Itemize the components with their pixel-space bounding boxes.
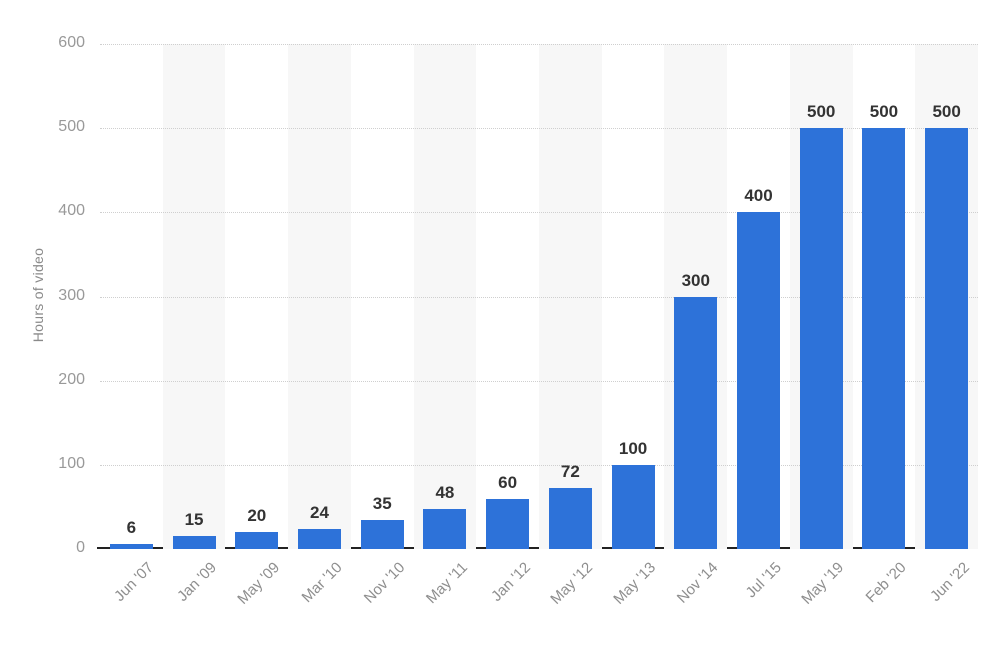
y-tick-label: 500 [58, 118, 85, 136]
x-tick-label: May '11 [422, 559, 471, 608]
x-tick-label: Mar '10 [298, 559, 346, 607]
bar [862, 128, 906, 549]
bar-value-label: 72 [560, 462, 580, 482]
x-tick-label: May '12 [547, 559, 597, 608]
y-tick-label: 400 [58, 202, 85, 220]
x-tick-label: Jan '12 [487, 559, 534, 605]
y-tick-label: 600 [58, 34, 85, 51]
bar [360, 519, 404, 549]
plot-area: 6 15 20 24 35 48 60 72 100 300 400 500 500 500 [97, 44, 978, 549]
bar-value-label: 15 [184, 510, 204, 530]
bar [925, 128, 969, 549]
gridline [100, 380, 978, 382]
y-tick-label: 0 [76, 539, 85, 556]
x-tick-label: May '13 [610, 559, 660, 608]
x-tick-label: Nov '10 [360, 559, 409, 607]
x-tick-label: Feb '20 [862, 559, 910, 607]
gridline [100, 212, 978, 214]
bar [799, 128, 843, 549]
x-tick-label: Jul '15 [742, 559, 785, 602]
bar-value-label: 100 [618, 438, 648, 458]
gridline [100, 296, 978, 298]
x-axis-line [97, 547, 978, 549]
gridline [100, 128, 978, 130]
y-tick-label: 200 [58, 370, 85, 388]
bar [172, 536, 216, 549]
bar [486, 498, 530, 549]
bar-value-label: 6 [126, 517, 137, 537]
x-tick-label: Nov '14 [674, 559, 722, 607]
bar-value-label: 300 [681, 270, 710, 290]
x-tick-label: Jun '07 [111, 559, 158, 605]
bar [548, 488, 592, 549]
bar-value-label: 24 [310, 502, 329, 522]
x-tick-label: May '19 [798, 559, 848, 608]
bar-value-label: 48 [435, 482, 455, 502]
x-tick-label: May '09 [233, 559, 283, 608]
bar [298, 528, 341, 549]
x-tick-label: Jun '22 [926, 559, 973, 605]
bar [737, 212, 780, 549]
y-tick-label: 100 [58, 454, 85, 472]
bar-value-label: 500 [869, 102, 899, 122]
x-tick-label: Jan '09 [174, 559, 221, 605]
bar [674, 296, 718, 549]
y-tick-label: 300 [58, 286, 85, 304]
bar-value-label: 500 [932, 102, 961, 122]
gridline [100, 464, 978, 466]
bar-value-label: 500 [807, 102, 836, 122]
gridline [100, 44, 978, 45]
bar [423, 508, 467, 549]
bar [109, 543, 153, 549]
bar-value-label: 400 [744, 186, 773, 206]
bar [235, 532, 279, 549]
bar [611, 464, 655, 549]
bar-value-label: 35 [372, 493, 392, 513]
bar-value-label: 20 [247, 506, 267, 526]
bar-value-label: 60 [498, 472, 518, 492]
